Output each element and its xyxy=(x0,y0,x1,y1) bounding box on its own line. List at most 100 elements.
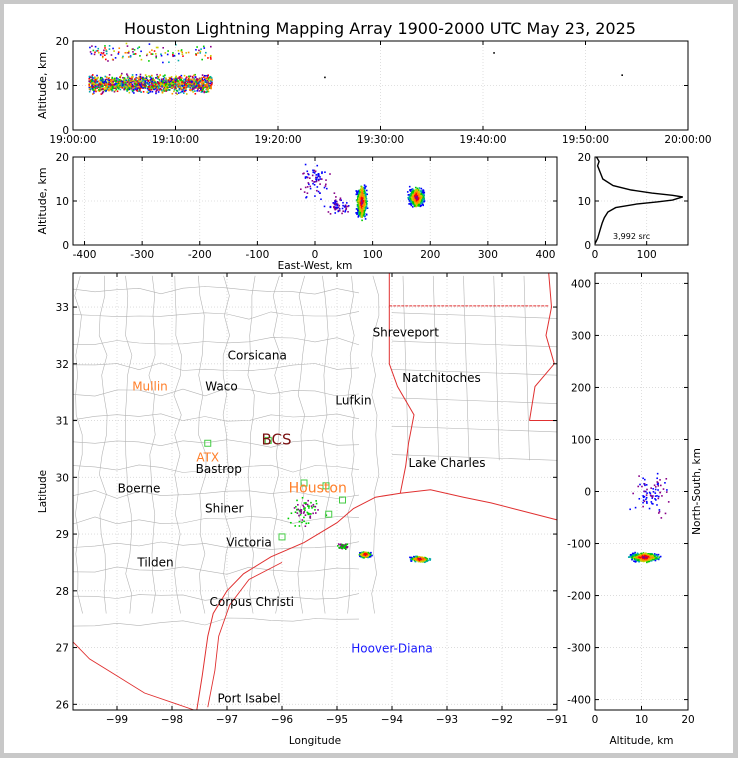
time-source xyxy=(102,78,104,80)
city-label: BCS xyxy=(261,430,291,448)
ew-source xyxy=(304,176,307,178)
ew-source xyxy=(317,175,319,177)
ns-source xyxy=(655,554,657,557)
time-source xyxy=(177,80,179,82)
ns-source xyxy=(647,554,650,556)
time-source xyxy=(178,86,181,89)
time-source xyxy=(123,77,126,80)
time-source xyxy=(183,74,186,77)
time-source xyxy=(102,88,104,91)
map-source xyxy=(423,560,426,562)
ew-source xyxy=(363,198,366,201)
time-source xyxy=(105,78,108,81)
ns-source xyxy=(630,554,633,556)
time-source xyxy=(200,86,203,89)
ns-source xyxy=(643,490,646,493)
time-source xyxy=(111,82,114,85)
time-source xyxy=(146,87,149,90)
map-x-tick-label: −94 xyxy=(381,714,403,726)
time-source xyxy=(175,75,177,78)
time-source xyxy=(117,82,120,85)
time-source xyxy=(173,87,176,89)
ew-source xyxy=(409,190,412,192)
time-source xyxy=(97,86,100,89)
ew-source xyxy=(415,198,417,200)
time-source xyxy=(164,74,166,77)
time-source xyxy=(110,54,113,56)
time-source xyxy=(180,79,183,81)
time-source xyxy=(151,84,154,87)
time-source xyxy=(208,76,211,79)
hist-source-count: 3,992 src xyxy=(613,232,650,241)
map-source xyxy=(315,502,318,505)
time-source xyxy=(104,45,106,47)
ns-source xyxy=(651,496,654,498)
time-source xyxy=(182,55,184,57)
map-y-tick-label: 30 xyxy=(56,472,69,484)
map-source xyxy=(294,525,297,527)
time-source xyxy=(106,76,108,79)
ew-source xyxy=(421,199,424,202)
time-source xyxy=(102,81,104,83)
ew-source xyxy=(420,199,423,201)
ns-source xyxy=(652,488,654,490)
ns-source xyxy=(651,554,653,557)
time-source xyxy=(159,81,161,83)
time-source xyxy=(140,80,142,82)
time-source xyxy=(113,90,116,93)
time-source xyxy=(210,54,212,57)
time-source xyxy=(88,80,90,83)
ew-source xyxy=(321,172,323,175)
time-source xyxy=(177,82,180,84)
time-source xyxy=(165,87,168,90)
ns-source xyxy=(644,555,646,557)
ew-source xyxy=(366,207,369,209)
time-source xyxy=(186,83,189,86)
time-source xyxy=(177,92,180,94)
time-source xyxy=(145,75,148,78)
time-source xyxy=(195,84,198,87)
ns-source xyxy=(640,555,643,558)
time-source xyxy=(184,79,187,81)
time-source xyxy=(107,60,109,62)
ew-source xyxy=(422,190,425,192)
time-source xyxy=(118,79,121,81)
time-source xyxy=(108,89,110,92)
time-source xyxy=(143,86,145,89)
ew-source xyxy=(332,202,335,204)
ns-source xyxy=(638,497,641,500)
time-source xyxy=(157,76,160,79)
county-line xyxy=(322,275,330,614)
time-source xyxy=(92,49,95,52)
time-source xyxy=(104,75,107,78)
time-source xyxy=(167,81,170,83)
time-source xyxy=(95,90,97,93)
time-source xyxy=(92,82,95,84)
map-source xyxy=(414,558,416,560)
map-source xyxy=(419,559,421,561)
time-source xyxy=(124,80,126,83)
time-source xyxy=(142,76,144,79)
ew-source xyxy=(358,201,361,204)
time-source xyxy=(116,86,119,88)
ns-source xyxy=(639,558,641,560)
time-source xyxy=(137,79,140,81)
time-source xyxy=(171,87,173,89)
time-source xyxy=(203,90,206,93)
lma-station-marker xyxy=(300,479,308,487)
time-source xyxy=(157,91,160,93)
ns-source xyxy=(630,556,633,559)
time-source xyxy=(181,81,183,83)
ns-source xyxy=(633,557,636,560)
ew-source xyxy=(344,210,346,213)
time-source xyxy=(180,77,183,80)
map-y-tick-label: 26 xyxy=(56,699,70,711)
time-source xyxy=(97,76,99,79)
time-source xyxy=(152,85,154,87)
time-source xyxy=(116,80,119,82)
ew-source xyxy=(357,190,359,192)
ew-source xyxy=(418,204,420,207)
ew-source xyxy=(418,195,420,197)
time-source xyxy=(167,80,170,82)
time-source xyxy=(152,77,154,80)
